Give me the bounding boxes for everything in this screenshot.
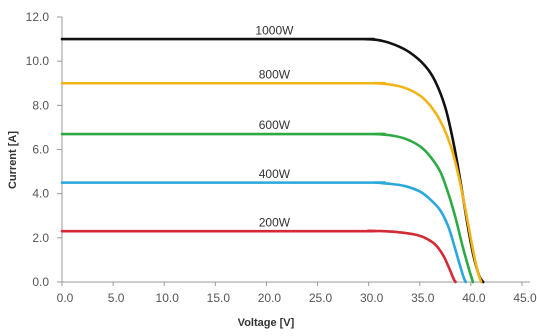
y-tick-label: 0.0 — [32, 275, 49, 289]
series-line-400w — [60, 181, 468, 284]
x-tick-label: 15.0 — [207, 291, 231, 305]
x-tick-label: 5.0 — [108, 291, 125, 305]
x-tick-label: 30.0 — [360, 291, 384, 305]
series-labels: 1000W 800W 600W 400W 200W — [255, 23, 294, 229]
x-tick-label: 0.0 — [57, 291, 74, 305]
series-line-800w — [60, 81, 483, 284]
series-label-1000w: 1000W — [255, 23, 294, 37]
series-line-200w — [60, 229, 457, 284]
series-line-600w — [60, 132, 475, 284]
series-label-600w: 600W — [259, 118, 291, 132]
series-layer — [60, 37, 485, 284]
y-tick-label: 12.0 — [26, 10, 50, 24]
y-tick-label: 10.0 — [26, 54, 50, 68]
series-label-200w: 200W — [259, 215, 291, 229]
x-tick-label: 25.0 — [309, 291, 333, 305]
x-tick-label: 35.0 — [411, 291, 435, 305]
y-tick-label: 2.0 — [32, 231, 49, 245]
series-label-800w: 800W — [259, 67, 291, 81]
axes: 0.0 2.0 4.0 6.0 8.0 10.0 12.0 0.0 5.0 10.0 15.0 20.… — [26, 10, 537, 305]
x-tick-label: 45.0 — [513, 291, 537, 305]
x-tick-label: 20.0 — [258, 291, 282, 305]
y-tick-label: 8.0 — [32, 98, 49, 112]
x-axis-title: Voltage [V] — [238, 317, 295, 329]
y-tick-label: 6.0 — [32, 143, 49, 157]
x-tick-label: 10.0 — [156, 291, 180, 305]
series-label-400w: 400W — [259, 167, 291, 181]
y-tick-label: 4.0 — [32, 187, 49, 201]
x-tick-label: 40.0 — [462, 291, 486, 305]
y-axis-title: Current [A] — [7, 131, 19, 189]
